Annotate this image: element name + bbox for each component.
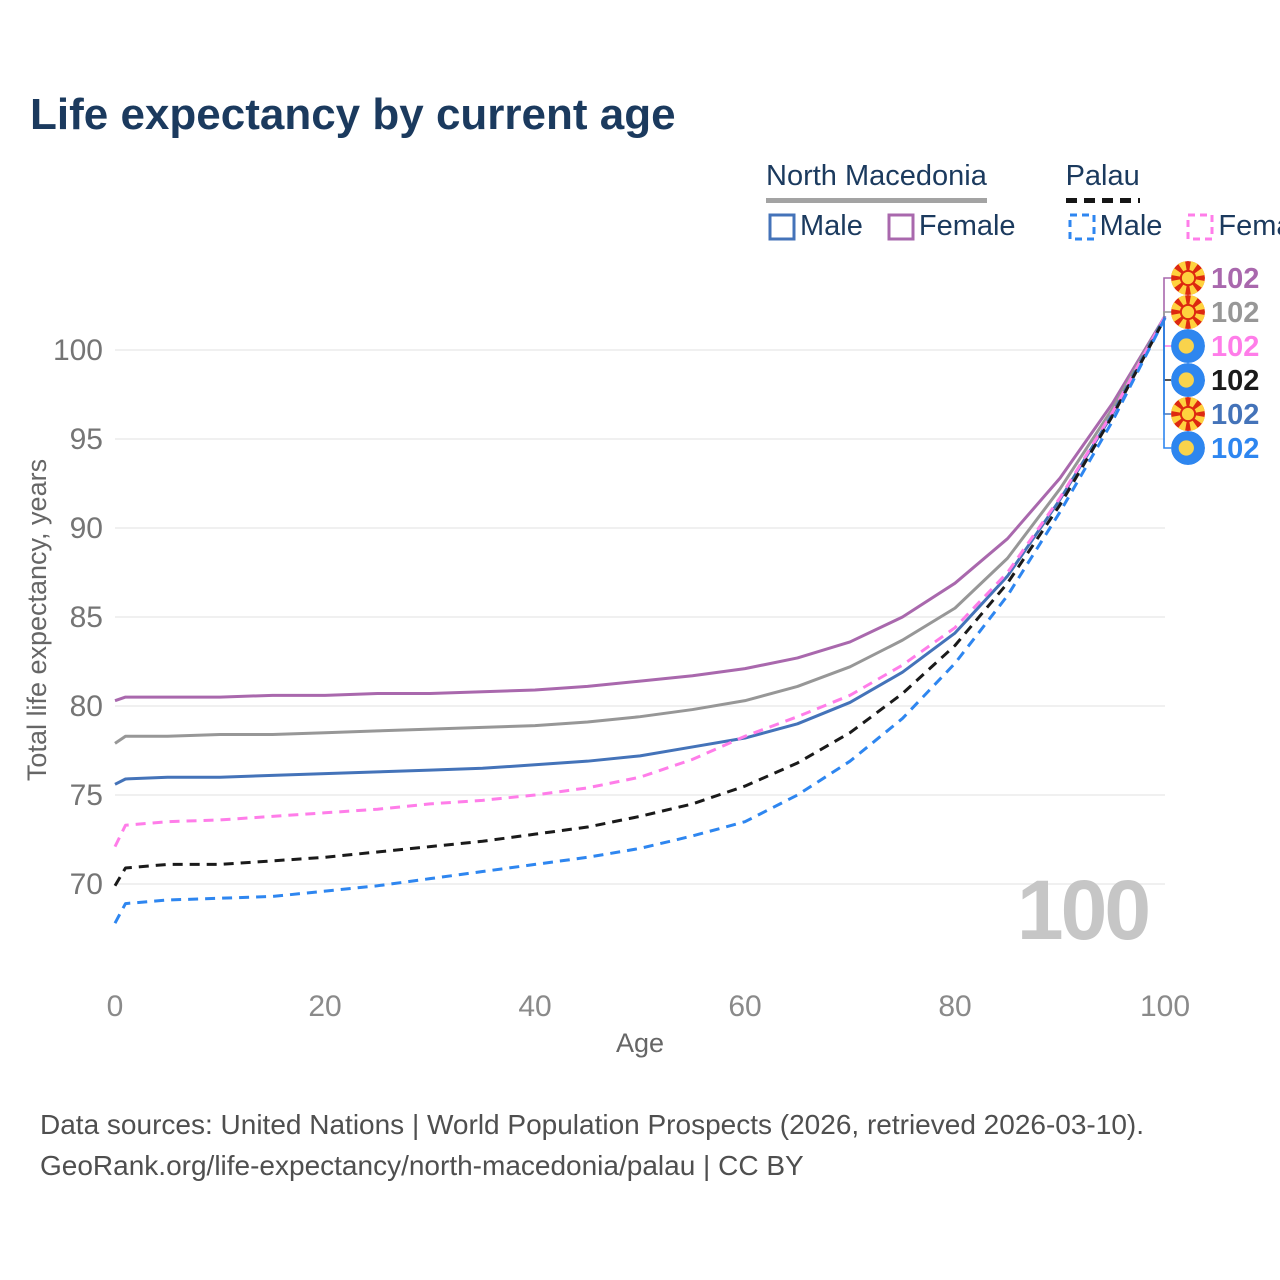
age-counter-watermark: 100 bbox=[1016, 863, 1151, 957]
series-line-nm-male bbox=[114, 315, 1167, 786]
palau-flag-icon bbox=[1171, 329, 1205, 363]
north-macedonia-flag-icon bbox=[1171, 261, 1205, 295]
x-tick-40: 40 bbox=[518, 990, 551, 1023]
series-line-pw-male bbox=[113, 317, 1167, 924]
series-line-nm-female bbox=[114, 315, 1167, 703]
series-line-pw-female bbox=[113, 315, 1167, 848]
legend-item-palau-male[interactable]: Male bbox=[1066, 210, 1163, 243]
end-value-label-pw-male: 102 bbox=[1211, 433, 1259, 465]
north-macedonia-flag-icon bbox=[1171, 295, 1205, 329]
legend-country-label: Palau bbox=[1065, 160, 1140, 192]
end-leader-pw-male bbox=[1163, 318, 1171, 449]
dashed-box-swatch-icon bbox=[1068, 213, 1096, 240]
dashed-box-swatch-icon bbox=[1186, 213, 1214, 240]
legend-item-palau-female[interactable]: Female bbox=[1184, 210, 1280, 243]
x-tick-20: 20 bbox=[308, 990, 341, 1023]
end-leader-nm-male bbox=[1163, 316, 1171, 415]
series-line-pw-both bbox=[113, 317, 1167, 887]
attribution-footer: Data sources: United Nations | World Pop… bbox=[40, 1104, 1144, 1186]
x-tick-100: 100 bbox=[1140, 990, 1190, 1023]
y-tick-95: 95 bbox=[70, 423, 103, 456]
series-line-nm-both bbox=[114, 315, 1167, 745]
y-tick-85: 85 bbox=[70, 601, 103, 634]
solid-line-swatch-icon bbox=[766, 198, 987, 203]
end-value-label-nm-both: 102 bbox=[1211, 297, 1259, 329]
palau-flag-icon bbox=[1171, 431, 1205, 465]
end-value-label-pw-female: 102 bbox=[1211, 331, 1259, 363]
legend-item-label: Female bbox=[1218, 210, 1280, 242]
end-value-label-nm-female: 102 bbox=[1211, 263, 1259, 295]
legend-country-north-macedonia[interactable]: North Macedonia bbox=[766, 160, 987, 203]
y-tick-70: 70 bbox=[70, 868, 103, 901]
legend-item-label: Female bbox=[918, 210, 1016, 242]
end-leader-pw-both bbox=[1163, 318, 1171, 381]
legend-item-label: Male bbox=[1099, 210, 1163, 242]
x-axis-label: Age bbox=[616, 1028, 664, 1058]
legend-group-north-macedonia: North Macedonia Male Female bbox=[766, 160, 1016, 243]
y-tick-80: 80 bbox=[70, 690, 103, 723]
legend-country-palau[interactable]: Palau bbox=[1065, 160, 1140, 203]
end-value-label-nm-male: 102 bbox=[1211, 399, 1259, 431]
y-tick-75: 75 bbox=[70, 779, 103, 812]
y-tick-100: 100 bbox=[53, 334, 103, 367]
x-tick-60: 60 bbox=[728, 990, 761, 1023]
legend-item-label: Male bbox=[800, 210, 863, 242]
x-tick-80: 80 bbox=[938, 990, 971, 1023]
data-sources-line: Data sources: United Nations | World Pop… bbox=[40, 1109, 1145, 1140]
legend-country-label: North Macedonia bbox=[766, 160, 987, 192]
palau-flag-icon bbox=[1171, 363, 1205, 397]
dashed-line-swatch-icon bbox=[1065, 198, 1140, 203]
page-title: Life expectancy by current age bbox=[30, 90, 676, 139]
end-leader-nm-female bbox=[1163, 277, 1171, 317]
legend-group-palau: Palau Male Female bbox=[1065, 160, 1280, 243]
solid-box-swatch-icon bbox=[768, 213, 796, 240]
y-axis-label: Total life expectancy, years bbox=[22, 459, 52, 781]
y-tick-90: 90 bbox=[70, 512, 103, 545]
end-value-label-pw-both: 102 bbox=[1211, 365, 1259, 397]
legend-item-north-macedonia-male[interactable]: Male bbox=[766, 210, 863, 243]
x-tick-0: 0 bbox=[107, 990, 124, 1023]
legend-item-north-macedonia-female[interactable]: Female bbox=[885, 210, 1016, 243]
end-leader-nm-both bbox=[1163, 311, 1171, 317]
source-url-line: GeoRank.org/life-expectancy/north-macedo… bbox=[40, 1150, 804, 1181]
solid-box-swatch-icon bbox=[887, 213, 915, 240]
north-macedonia-flag-icon bbox=[1171, 397, 1205, 431]
chart-legend: North Macedonia Male Female bbox=[766, 160, 1280, 243]
